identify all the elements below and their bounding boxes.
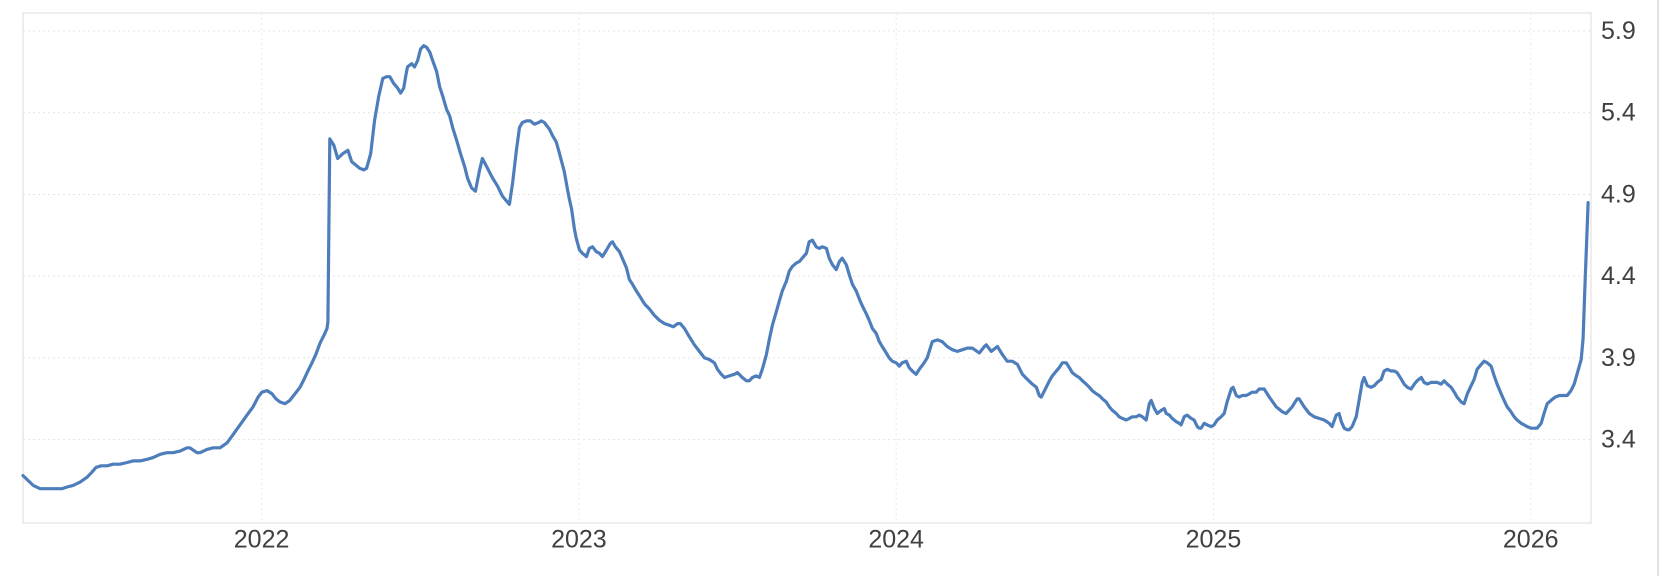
x-tick-label: 2023	[551, 526, 607, 554]
x-tick-label: 2022	[234, 526, 290, 554]
y-tick-label: 5.4	[1601, 99, 1636, 127]
x-axis-labels: 2022 2023 2024 2025 2026	[234, 526, 1559, 554]
y-tick-label: 3.4	[1601, 426, 1636, 454]
horizontal-gridlines	[23, 30, 1591, 441]
x-tick-label: 2026	[1503, 526, 1559, 554]
y-tick-label: 4.4	[1601, 262, 1636, 290]
y-tick-label: 4.9	[1601, 180, 1636, 208]
plot-border	[22, 12, 1592, 524]
y-tick-label: 5.9	[1601, 17, 1636, 45]
y-tick-label: 3.9	[1601, 344, 1636, 372]
vertical-gridlines	[261, 13, 1532, 523]
x-tick-label: 2024	[868, 526, 924, 554]
x-tick-label: 2025	[1186, 526, 1242, 554]
y-axis-labels: 5.9 5.4 4.9 4.4 3.9 3.4	[1601, 17, 1636, 454]
data-line	[21, 44, 1590, 491]
